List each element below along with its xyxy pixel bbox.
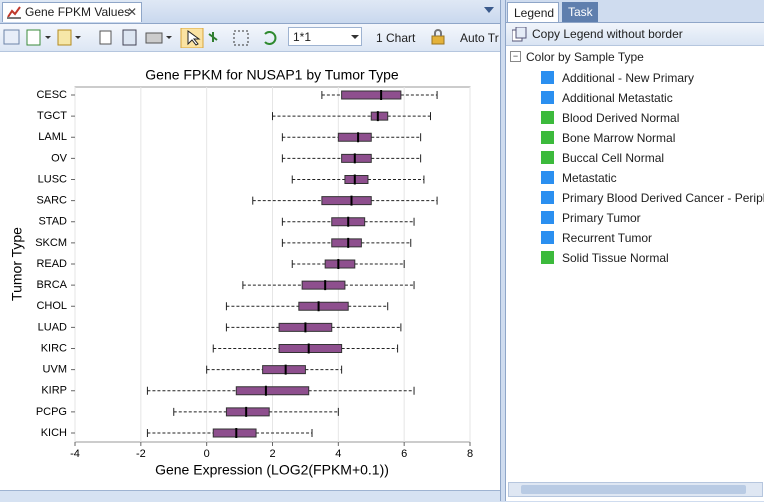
legend-label: Additional Metastatic	[562, 91, 673, 105]
y-tick-label: SARC	[36, 195, 67, 207]
box	[298, 301, 349, 311]
tool-icon[interactable]	[264, 31, 277, 45]
scroll-thumb[interactable]	[521, 485, 746, 494]
x-tick-label: -4	[70, 448, 80, 460]
legend-swatch	[541, 231, 554, 244]
box	[301, 280, 346, 290]
box	[337, 132, 372, 142]
y-tick-label: SKCM	[35, 237, 67, 249]
x-axis-label: Gene Expression (LOG2(FPKM+0.1))	[155, 462, 389, 478]
tab-title: Gene FPKM Values	[25, 5, 131, 19]
legend-label: Additional - New Primary	[562, 71, 695, 85]
y-tick-label: KIRP	[41, 385, 67, 397]
legend-tab[interactable]: Legend	[507, 2, 559, 22]
legend-swatch	[541, 71, 554, 84]
y-tick-label: UVM	[43, 364, 67, 376]
legend-label: Primary Blood Derived Cancer - Periphera	[562, 191, 764, 205]
box	[212, 428, 257, 438]
legend-swatch	[541, 131, 554, 144]
box	[331, 238, 362, 248]
tool-icon[interactable]	[145, 32, 163, 44]
y-tick-label: KICH	[41, 427, 67, 439]
legend-label: Solid Tissue Normal	[562, 251, 669, 265]
tool-icon[interactable]	[122, 29, 137, 46]
copy-legend-button[interactable]: Copy Legend without border	[506, 23, 764, 46]
box	[341, 153, 372, 163]
y-tick-label: KIRC	[41, 342, 67, 354]
status-bar	[0, 490, 500, 502]
y-axis-label: Tumor Type	[9, 227, 25, 301]
y-tick-label: BRCA	[36, 279, 67, 291]
tab-menu[interactable]	[484, 7, 494, 15]
legend-label: Recurrent Tumor	[562, 231, 653, 245]
legend-label: Blood Derived Normal	[562, 111, 680, 125]
chart-title: Gene FPKM for NUSAP1 by Tumor Type	[145, 67, 399, 83]
document-tab[interactable]: Gene FPKM Values ✕	[2, 2, 142, 22]
collapse-toggle[interactable]: −	[510, 51, 521, 62]
legend-swatch	[541, 211, 554, 224]
close-button[interactable]: ✕	[127, 5, 138, 19]
box	[344, 175, 369, 184]
chart-count-button[interactable]: 1 Chart	[376, 31, 416, 45]
copy-legend-label: Copy Legend without border	[532, 27, 683, 41]
y-tick-label: CHOL	[36, 300, 67, 312]
tool-icon[interactable]	[26, 29, 41, 46]
document-tabs: Gene FPKM Values ✕	[0, 0, 500, 24]
legend-swatch	[541, 91, 554, 104]
scrollbar[interactable]	[508, 482, 763, 497]
layout-combo[interactable]: 1*1	[288, 27, 362, 46]
box	[321, 196, 372, 206]
box	[235, 386, 310, 396]
y-tick-label: PCPG	[36, 406, 67, 418]
legend-label: Metastatic	[562, 171, 617, 185]
tool-icon[interactable]	[208, 32, 218, 42]
task-tab[interactable]: Task	[562, 2, 598, 22]
y-tick-label: OV	[51, 152, 68, 164]
x-tick-label: 4	[335, 448, 341, 460]
y-tick-label: LUAD	[38, 321, 67, 333]
x-tick-label: 2	[269, 448, 275, 460]
box	[225, 407, 270, 417]
panel-tabs: Legend Task	[506, 0, 764, 23]
y-tick-label: STAD	[38, 216, 67, 228]
tool-icon[interactable]	[57, 29, 72, 46]
combo-value: 1*1	[293, 30, 312, 44]
auto-button[interactable]: Auto Tr	[460, 31, 499, 45]
legend-panel: Legend Task Copy Legend without border −…	[505, 0, 764, 501]
box	[278, 344, 343, 353]
box	[341, 90, 402, 100]
y-tick-label: LUSC	[38, 173, 67, 185]
y-tick-label: LAML	[38, 131, 67, 143]
tab-icon	[7, 6, 21, 19]
box	[324, 259, 356, 269]
tool-icon[interactable]	[233, 30, 249, 46]
chart: Gene FPKM for NUSAP1 by Tumor Type Gene …	[9, 67, 473, 478]
x-tick-label: -2	[136, 448, 146, 460]
y-tick-label: READ	[36, 258, 67, 270]
legend-label: Bone Marrow Normal	[562, 131, 676, 145]
legend-swatch	[541, 151, 554, 164]
legend-label: Primary Tumor	[562, 211, 641, 225]
x-tick-label: 8	[467, 448, 473, 460]
chart-panel: Gene FPKM Values ✕ 1*1 1 Chart Auto Tr G…	[0, 0, 501, 502]
toolbar-icons	[3, 28, 277, 48]
x-tick-label: 6	[401, 448, 407, 460]
y-tick-label: CESC	[36, 89, 67, 101]
legend-group: Color by Sample Type	[526, 50, 644, 64]
legend-swatch	[541, 191, 554, 204]
lock-icon[interactable]	[431, 29, 445, 45]
legend-swatch	[541, 251, 554, 264]
box	[262, 365, 306, 375]
legend-swatch	[541, 111, 554, 124]
toolbar: 1*1 1 Chart Auto Tr	[0, 24, 500, 52]
x-tick-label: 0	[204, 448, 210, 460]
legend-swatch	[541, 171, 554, 184]
box	[370, 111, 389, 121]
tool-icon[interactable]	[3, 29, 20, 45]
legend-label: Buccal Cell Normal	[562, 151, 665, 165]
y-tick-label: TGCT	[37, 110, 67, 122]
tool-icon[interactable]	[99, 30, 112, 45]
